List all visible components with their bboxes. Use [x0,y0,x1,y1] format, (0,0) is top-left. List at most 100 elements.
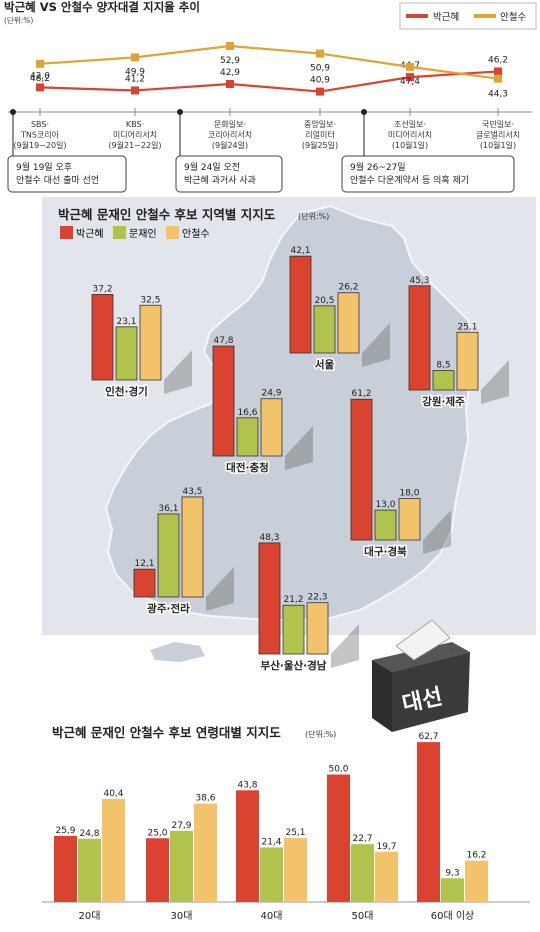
region-bar-value: 8,5 [436,360,450,370]
region-bar-value: 16,6 [237,408,257,418]
age-bar-ahn [465,860,488,902]
trend-x-label: 코리아리서치 [208,130,252,140]
trend-x-label: 미디어리서치 [113,130,157,140]
age-category-label: 50대 [352,910,374,922]
age-category-label: 40대 [261,910,283,922]
age-bar-park [146,838,169,902]
region-label: 인천·경기 [105,385,148,398]
region-bar-park [408,285,431,391]
region-bar-moon [313,305,336,354]
trend-point-ahn [406,62,414,71]
event-annotation-text: 9월 24일 오전 [184,161,240,173]
age-bar-moon [170,830,193,902]
trend-point-ahn [494,74,502,83]
age-bar-park [236,790,259,902]
trend-value-label: 44,3 [488,90,508,100]
trend-x-label: 미디어리서치 [388,130,432,140]
age-bar-ahn [102,798,125,902]
trend-point-park [226,79,234,88]
region-bar-ahn [398,498,421,541]
age-bar-value: 43,8 [237,780,257,790]
region-bar-park [258,542,281,655]
trend-point-ahn [316,49,324,58]
region-bar-shadow [362,323,390,367]
trend-x-label: (9월21~22일) [108,140,161,150]
trend-point-park [406,73,414,82]
region-bar-value: 36,1 [158,504,178,514]
event-annotation-box [7,155,127,193]
region-bar-value: 47,8 [213,336,233,346]
region-bar-ahn [139,304,162,381]
trend-x-label: 문화일보· [214,120,246,129]
trend-x-label: 글로벌리서치 [476,130,520,140]
trend-x-label: 리얼미터 [305,130,334,140]
age-chart-title: 박근혜 문재인 안철수 후보 연령대별 지지도 [52,725,281,740]
age-bar-value: 62,7 [418,732,438,742]
trend-value-label: 41,2 [125,74,145,84]
event-annotation-box [341,155,515,193]
trend-point-park [494,67,502,76]
age-bar-value: 25,0 [147,828,167,838]
trend-value-label: 47,4 [400,77,420,87]
age-bar-moon [351,844,374,902]
trend-value-label: 42,0 [30,71,50,81]
region-bar-value: 43,5 [182,487,202,497]
region-bar-value: 20,5 [314,296,334,306]
age-bar-value: 40,4 [103,789,123,799]
trend-chart-title: 박근혜 VS 안철수 양자대결 지지율 추이 [4,0,200,14]
trend-point-ahn [36,59,44,68]
regional-map-section: 박근혜 문재인 안철수 후보 지역별 지지도 (단위:%) 박근혜 문재인 안철… [42,197,536,732]
regional-legend-park-label: 박근혜 [76,228,104,240]
event-annotation-text: 안철수 다운계약서 등 의혹 제기 [350,174,469,186]
region-bar-value: 32,5 [140,295,160,305]
age-category-label: 30대 [171,910,193,922]
region-label: 광주·전라 [147,602,190,615]
region-bar-value: 13,0 [375,500,395,510]
event-annotation-box [175,155,283,193]
age-chart-unit: (단위:%) [305,729,336,739]
age-bar-ahn [284,837,307,902]
region-bar-ahn [306,602,329,655]
region-label: 대구·경북 [364,545,407,558]
region-bar-value: 12,1 [134,559,154,569]
region-bar-ahn [456,331,479,391]
regional-legend-moon-label: 문재인 [129,228,157,240]
trend-legend-ahn-swatch [474,14,496,18]
region-bar-ahn [337,292,360,354]
trend-x-label: (10월1일) [480,140,516,150]
regional-legend-moon-swatch [113,226,126,239]
age-bar-moon [78,838,101,902]
trend-value-label: 48,2 [30,74,50,84]
age-bar-value: 16,2 [466,851,486,861]
region-bar-value: 37,2 [92,284,112,294]
region-bar-park [133,568,156,598]
region-bar-shadow [481,360,509,404]
age-bar-value: 25,9 [55,826,75,836]
trend-x-label: SBS· [31,120,49,129]
region-bar-value: 26,2 [338,283,358,293]
region-bar-park [350,398,373,541]
region-bar-park [289,255,312,354]
event-annotation-text: 안철수 대선 출마 선언 [16,174,99,186]
event-annotation-text: 9월 19일 오후 [16,161,72,173]
region-bar-value: 24,9 [261,389,281,399]
age-bar-value: 38,6 [195,794,215,804]
trend-line-chart: 박근혜 VS 안철수 양자대결 지지율 추이 (단위:%) 박근혜 안철수 42… [4,0,537,193]
regional-legend-ahn-swatch [166,226,179,239]
region-bar-moon [374,509,397,541]
region-bar-park [212,345,235,457]
region-bar-value: 61,2 [351,389,371,399]
island-jeju [150,642,205,662]
age-bar-value: 25,1 [285,828,305,838]
trend-x-label: 중앙일보· [304,119,336,129]
trend-point-ahn [226,41,234,50]
region-bar-value: 21,2 [283,595,303,605]
region-bar-moon [282,604,305,655]
region-bar-park [91,294,114,381]
trend-x-label: (9월24일) [212,140,248,150]
region-bar-moon [115,326,138,381]
trend-x-label: 국민일보· [482,119,514,129]
trend-x-label: (9월19~20일) [13,140,66,150]
region-label: 대전·충청 [226,461,269,474]
age-bar-ahn [194,803,217,902]
